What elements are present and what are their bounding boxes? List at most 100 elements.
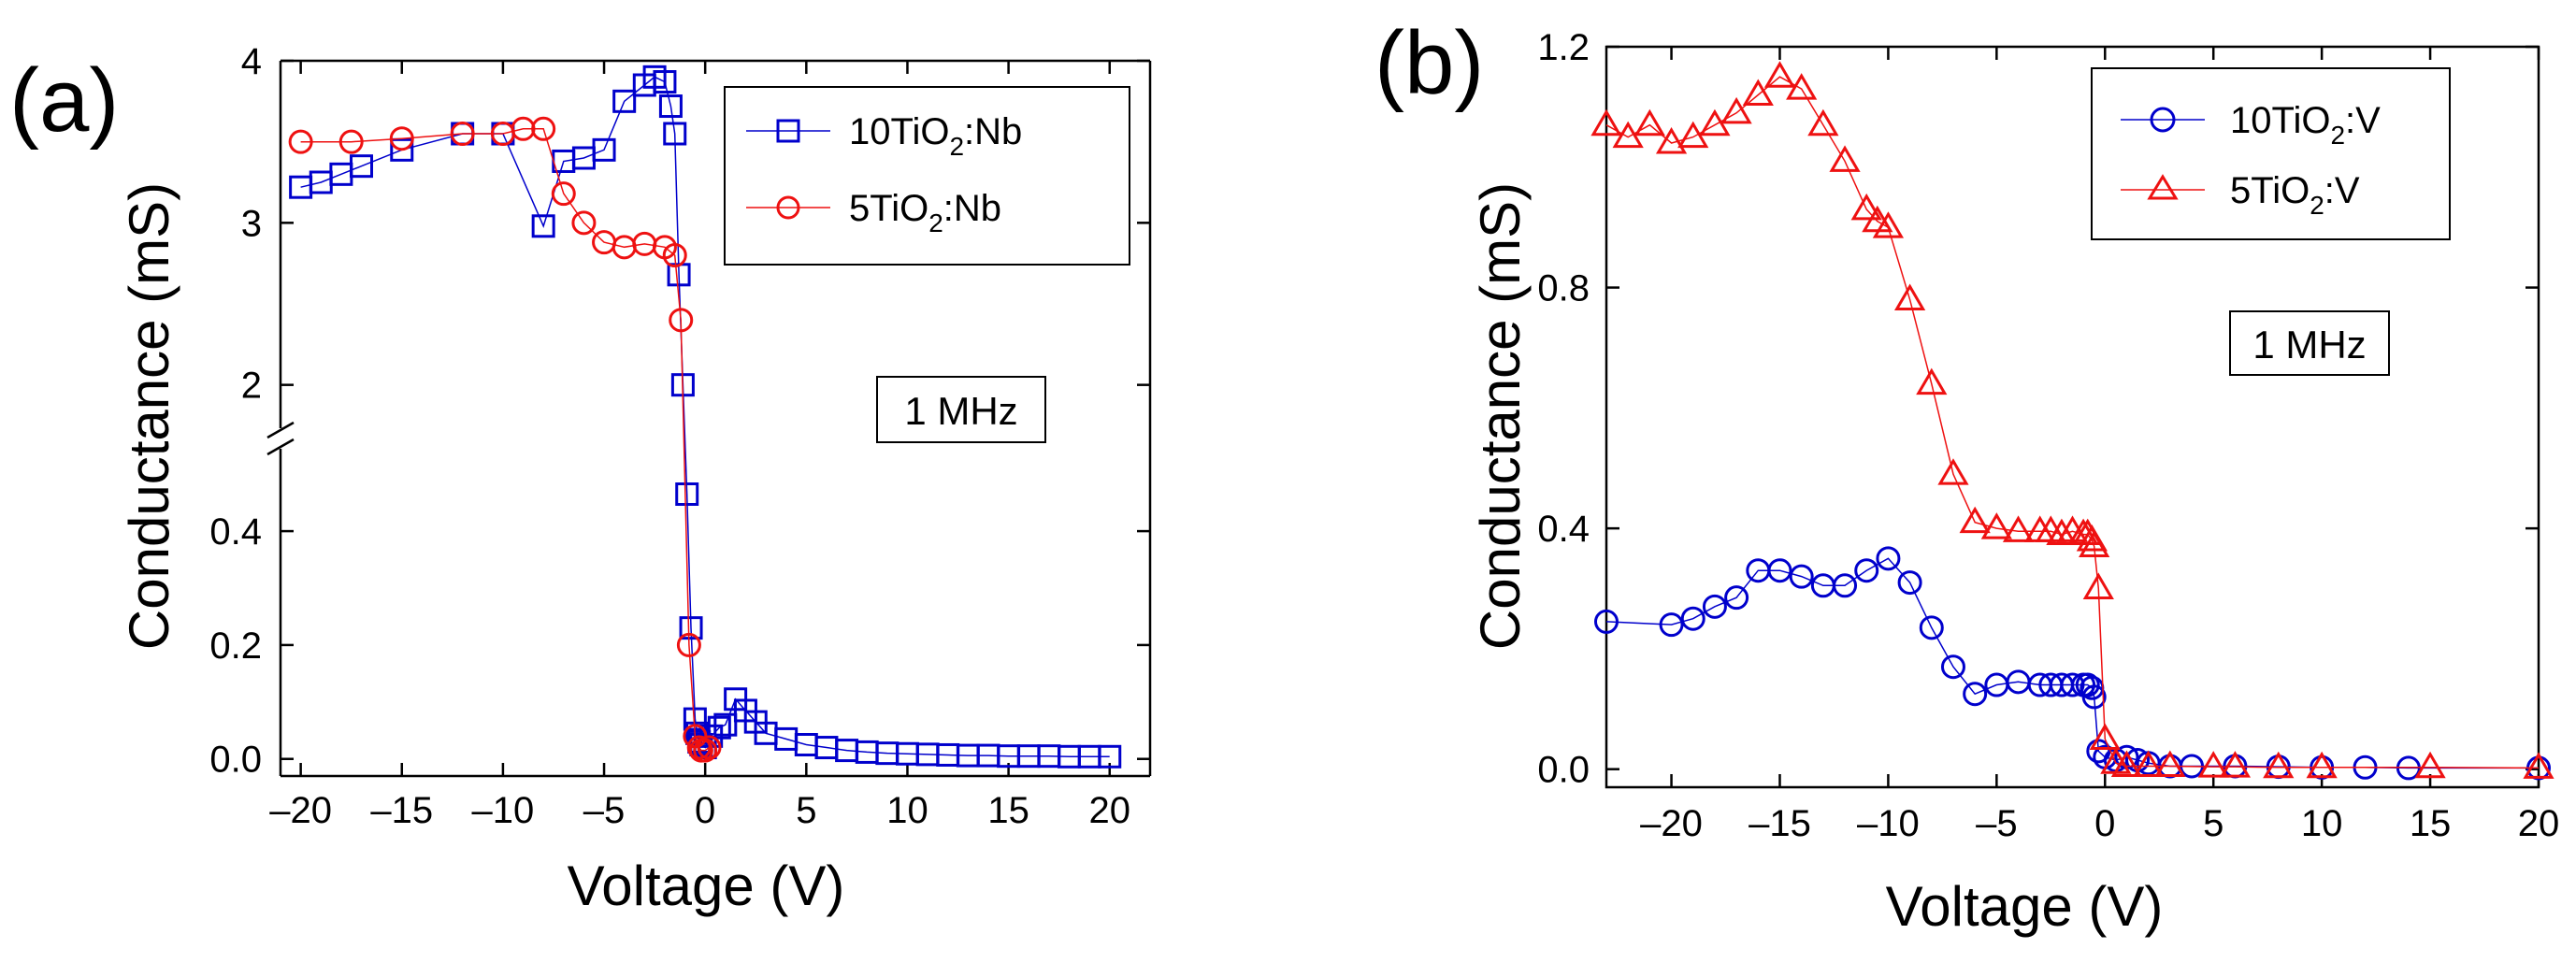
data-point-10tio2-nb: [350, 154, 374, 179]
data-point-5tio2-v: [1763, 61, 1796, 88]
data-point-10tio2-v: [1897, 570, 1922, 596]
data-point-5tio2-v: [2197, 751, 2229, 778]
data-point-5tio2-v: [1872, 211, 1905, 238]
panel-b-y-tick-label: 1.2: [1537, 27, 1590, 68]
data-point-5tio2-nb: [697, 735, 722, 760]
data-point-10tio2-v: [1680, 606, 1705, 631]
data-point-10tio2-nb: [713, 712, 738, 737]
data-point-10tio2-nb: [663, 122, 687, 146]
data-point-10tio2-nb: [390, 137, 414, 162]
data-point-5tio2-v: [1893, 283, 1926, 310]
data-point-5tio2-nb: [669, 308, 694, 333]
data-point-5tio2-v: [2079, 530, 2110, 557]
legend-label-10tio2-nb: 10TiO2:Nb: [849, 111, 1022, 161]
data-point-5tio2-v: [2523, 752, 2554, 779]
panel-b-x-tick-label: –10: [1857, 803, 1920, 844]
data-point-5tio2-v: [2154, 750, 2186, 777]
data-point-5tio2-v: [2306, 751, 2338, 779]
panel-a-plot: –20 –15 –10 –5 0 5 10 15 20 0.0 0.2 0.4 2 3 4: [209, 41, 1152, 831]
data-point-10tio2-v: [2060, 672, 2085, 697]
data-point-10tio2-nb: [658, 94, 683, 119]
legend-marker-10tio2-v: [2150, 107, 2176, 133]
panel-a-y-axis-label: Conductance (mS): [118, 182, 180, 650]
data-point-5tio2-v: [1655, 127, 1688, 154]
data-point-5tio2-nb: [693, 738, 718, 763]
panel-a-x-tick-label: 20: [1088, 790, 1130, 831]
data-point-5tio2-v: [1633, 108, 1665, 137]
data-point-5tio2-v: [1980, 512, 2012, 539]
series-line-5tio2-nb: [300, 128, 710, 752]
data-point-10tio2-v: [1963, 682, 1988, 707]
data-point-5tio2-nb: [571, 210, 597, 236]
panel-a-x-tick-label: –15: [370, 790, 433, 831]
data-point-5tio2-nb: [389, 126, 414, 151]
data-point-5tio2-v: [2089, 723, 2121, 750]
panel-a-x-tick-label: –10: [472, 790, 535, 831]
data-point-5tio2-v: [1590, 108, 1622, 137]
legend-label-10tio2-v: 10TiO2:V: [2230, 100, 2381, 150]
panel-a-y-tick-label: 0.2: [209, 625, 262, 667]
panel-b-legend: 10TiO2:V 5TiO2:V: [2091, 67, 2451, 240]
panel-b-y-axis-label: Conductance (mS): [1469, 182, 1532, 650]
panel-a-legend-box: [724, 86, 1130, 266]
data-point-5tio2-v: [1786, 73, 1818, 100]
panel-a-frequency-box: [876, 376, 1046, 443]
panel-a-x-tick-label: 5: [796, 790, 816, 831]
data-point-5tio2-v: [2082, 572, 2114, 600]
panel-a-x-tick-label: –20: [269, 790, 332, 831]
data-point-10tio2-v: [1854, 558, 1879, 583]
data-point-10tio2-nb: [612, 89, 637, 113]
data-point-5tio2-v: [1742, 79, 1774, 107]
legend-marker-10tio2-nb: [776, 119, 800, 143]
data-point-5tio2-v: [1959, 506, 1991, 534]
legend-marker-5tio2-v: [2147, 174, 2179, 200]
data-point-5tio2-v: [2219, 751, 2252, 778]
panel-a: (a) –20 –15 –10 –5 0 5 10 15 20 0.0 0.2 0.4 2 3 4 Volt…: [9, 41, 1152, 917]
panel-b-plot: –20 –15 –10 –5 0 5 10 15 20 0.0 0.4 0.8 1.2: [1537, 27, 2559, 844]
data-point-5tio2-nb: [662, 243, 687, 267]
panel-b-x-tick-label: 15: [2410, 803, 2452, 844]
panel-b-frequency-note: 1 MHz: [2252, 323, 2366, 367]
panel-a-x-tick-label: –5: [583, 790, 626, 831]
data-point-10tio2-nb: [531, 214, 555, 238]
data-point-5tio2-v: [2110, 750, 2143, 777]
panel-b-x-tick-label: 5: [2203, 803, 2223, 844]
panel-b-y-tick-label: 0.0: [1537, 750, 1590, 791]
panel-a-x-tick-label: 0: [695, 790, 715, 831]
panel-b-label: (b): [1374, 13, 1484, 113]
panel-a-legend: 10TiO2:Nb 5TiO2:Nb: [724, 86, 1130, 266]
data-point-10tio2-v: [2081, 684, 2107, 710]
data-point-5tio2-v: [1850, 193, 1882, 221]
panel-b-legend-box: [2091, 67, 2451, 240]
panel-a-y-tick-label: 0.4: [209, 511, 262, 553]
legend-label-5tio2-v: 5TiO2:V: [2230, 170, 2360, 220]
data-point-5tio2-nb: [450, 122, 475, 146]
panel-b-y-tick-label: 0.4: [1537, 509, 1590, 550]
panel-a-axis-break-mark: [266, 421, 295, 439]
panel-a-y-tick-label: 0.0: [209, 740, 262, 781]
data-point-10tio2-nb: [679, 616, 703, 640]
data-point-10tio2-nb: [675, 482, 699, 506]
data-point-10tio2-nb: [653, 70, 677, 94]
data-point-5tio2-v: [1937, 458, 1969, 485]
panel-b-x-tick-label: –5: [1976, 803, 2018, 844]
data-point-5tio2-v: [1829, 145, 1861, 172]
panel-b: (b) –20 –15 –10 –5 0 5 10 15 20 0.0 0.4 0.8 1.2 Volt…: [1374, 13, 2559, 938]
series-line-10tio2-v: [1605, 557, 2539, 769]
legend-label-5tio2-nb: 5TiO2:Nb: [849, 188, 1001, 237]
panel-a-y-tick-label: 3: [241, 203, 262, 244]
panel-b-x-tick-label: –20: [1640, 803, 1703, 844]
data-point-5tio2-nb: [551, 181, 576, 207]
panel-b-x-axis-label: Voltage (V): [1886, 875, 2164, 938]
data-point-5tio2-v: [2414, 751, 2446, 779]
panel-b-x-tick-label: –15: [1749, 803, 1811, 844]
data-point-5tio2-v: [1916, 367, 1948, 395]
panel-b-x-tick-label: 0: [2094, 803, 2115, 844]
data-point-10tio2-v: [1702, 594, 1727, 619]
panel-a-x-axis-label: Voltage (V): [568, 855, 845, 917]
data-point-10tio2-nb: [1098, 744, 1122, 769]
data-point-5tio2-v: [1807, 108, 1839, 137]
data-point-10tio2-v: [1940, 654, 1965, 680]
data-point-5tio2-nb: [676, 632, 701, 657]
panel-b-y-tick-label: 0.8: [1537, 268, 1590, 309]
